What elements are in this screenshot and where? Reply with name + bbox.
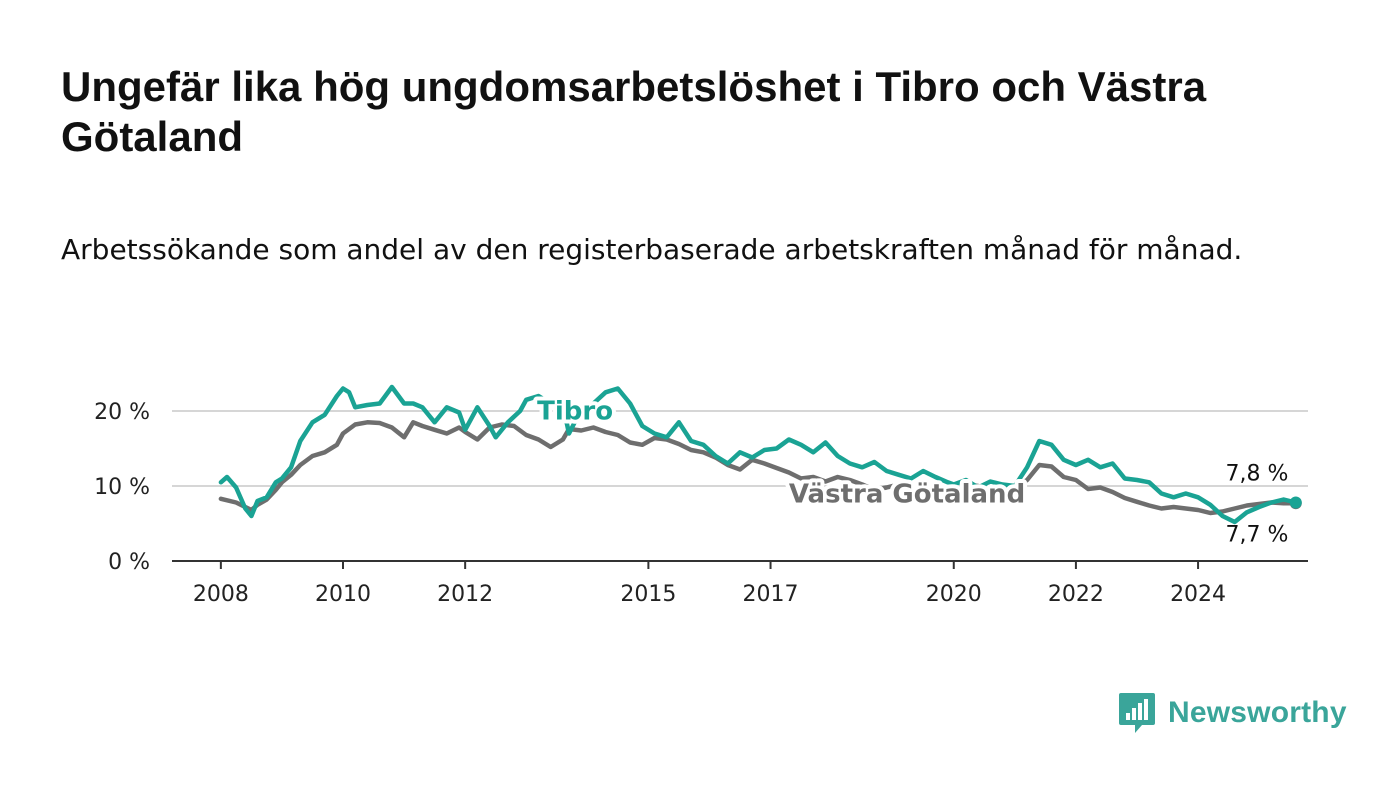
page-subtitle: Arbetssökande som andel av den registerb… <box>61 233 1243 266</box>
x-tick-label: 2017 <box>743 582 799 607</box>
chart-axes: 0 % 10 % 20 % 2008 2010 2012 2015 2017 2020 2022 2… <box>94 400 1308 607</box>
y-tick-label: 10 % <box>94 475 150 500</box>
chart-series <box>218 384 1302 525</box>
end-value-label-vastra-gotaland: 7,7 % <box>1226 522 1289 547</box>
series-name-halo: Västra Götaland <box>789 480 1025 510</box>
newsworthy-logo-icon <box>1119 693 1155 733</box>
y-tick-label: 0 % <box>108 550 150 575</box>
x-tick-label: 2012 <box>437 582 493 607</box>
series-line-tibro <box>218 384 1299 525</box>
series-name-tibro: Tibro <box>537 397 613 427</box>
end-value-label-tibro: 7,8 % <box>1226 462 1289 487</box>
chart-grid <box>172 410 1308 487</box>
x-tick-label: 2010 <box>315 582 371 607</box>
series-name-vastra-gotaland: Västra Götaland <box>789 480 1025 510</box>
series-end-dot <box>1289 496 1302 509</box>
x-tick-label: 2020 <box>926 582 982 607</box>
x-tick-label: 2015 <box>620 582 676 607</box>
x-tick-label: 2022 <box>1048 582 1104 607</box>
series-name-halo: Tibro <box>537 397 613 427</box>
series-line-vastra-gotaland <box>218 420 1299 516</box>
x-tick-label: 2024 <box>1170 582 1226 607</box>
brand-name: Newsworthy <box>1168 696 1347 729</box>
y-tick-label: 20 % <box>94 400 150 425</box>
x-tick-label: 2008 <box>193 582 249 607</box>
brand-logo[interactable]: Newsworthy <box>1118 690 1347 736</box>
page-title: Ungefär lika hög ungdomsarbetslöshet i T… <box>61 63 1207 160</box>
